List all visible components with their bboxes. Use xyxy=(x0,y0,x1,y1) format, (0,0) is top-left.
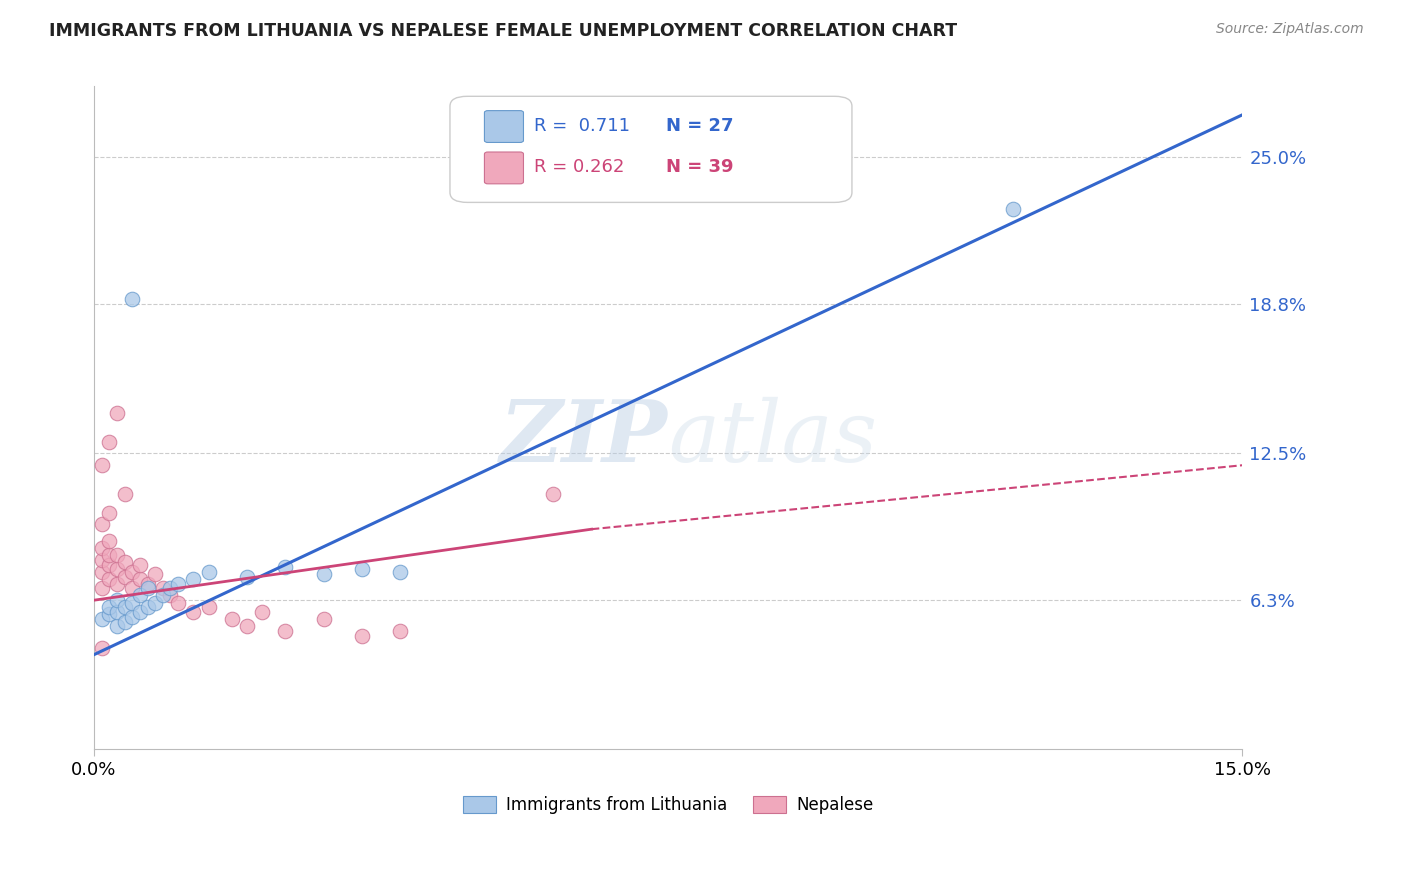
Point xyxy=(98,600,121,615)
Point xyxy=(98,607,121,622)
Point xyxy=(312,567,335,582)
Point xyxy=(236,619,259,633)
Point xyxy=(105,406,128,420)
Text: ZIP: ZIP xyxy=(501,396,668,480)
Point xyxy=(274,560,297,574)
Point xyxy=(114,569,136,583)
Point xyxy=(389,565,412,579)
Point xyxy=(90,517,112,532)
Text: atlas: atlas xyxy=(668,396,877,479)
Point xyxy=(159,589,181,603)
Point xyxy=(252,605,274,619)
Point xyxy=(274,624,297,638)
Point xyxy=(98,434,121,449)
Point xyxy=(114,486,136,500)
Point xyxy=(90,541,112,555)
Point xyxy=(143,596,166,610)
Point xyxy=(543,486,565,500)
Point xyxy=(114,615,136,629)
Point xyxy=(121,293,143,307)
Point xyxy=(114,600,136,615)
Point xyxy=(128,558,150,572)
Point xyxy=(128,572,150,586)
Point xyxy=(105,619,128,633)
Point xyxy=(121,609,143,624)
Point xyxy=(167,576,190,591)
Text: N = 39: N = 39 xyxy=(666,158,734,177)
Point xyxy=(128,605,150,619)
Point xyxy=(152,589,174,603)
Point xyxy=(221,612,243,626)
Text: R =  0.711: R = 0.711 xyxy=(534,117,630,135)
Point xyxy=(183,572,205,586)
Text: R = 0.262: R = 0.262 xyxy=(534,158,624,177)
Point xyxy=(152,582,174,596)
Point xyxy=(121,596,143,610)
FancyBboxPatch shape xyxy=(485,152,523,184)
Point xyxy=(98,534,121,549)
Point xyxy=(197,600,219,615)
FancyBboxPatch shape xyxy=(450,96,852,202)
Point xyxy=(136,576,159,591)
Point xyxy=(183,605,205,619)
Point xyxy=(236,569,259,583)
Point xyxy=(350,562,373,576)
Point xyxy=(98,506,121,520)
Point xyxy=(159,582,181,596)
Point xyxy=(136,600,159,615)
Point xyxy=(1001,202,1024,217)
Point xyxy=(136,582,159,596)
Point xyxy=(90,565,112,579)
Point xyxy=(105,562,128,576)
Point xyxy=(350,629,373,643)
Text: Source: ZipAtlas.com: Source: ZipAtlas.com xyxy=(1216,22,1364,37)
Legend: Immigrants from Lithuania, Nepalese: Immigrants from Lithuania, Nepalese xyxy=(457,789,880,821)
Point xyxy=(121,582,143,596)
Point xyxy=(128,589,150,603)
Point xyxy=(98,572,121,586)
Point xyxy=(114,555,136,569)
Point xyxy=(105,605,128,619)
Point xyxy=(90,458,112,473)
Point xyxy=(143,567,166,582)
FancyBboxPatch shape xyxy=(485,111,523,143)
Point xyxy=(90,553,112,567)
Point xyxy=(105,576,128,591)
Text: N = 27: N = 27 xyxy=(666,117,734,135)
Point xyxy=(90,612,112,626)
Point xyxy=(90,640,112,655)
Point xyxy=(389,624,412,638)
Point xyxy=(312,612,335,626)
Text: IMMIGRANTS FROM LITHUANIA VS NEPALESE FEMALE UNEMPLOYMENT CORRELATION CHART: IMMIGRANTS FROM LITHUANIA VS NEPALESE FE… xyxy=(49,22,957,40)
Point xyxy=(105,548,128,562)
Point xyxy=(98,558,121,572)
Point xyxy=(167,596,190,610)
Point xyxy=(105,593,128,607)
Point xyxy=(98,548,121,562)
Point xyxy=(197,565,219,579)
Point xyxy=(90,582,112,596)
Point xyxy=(121,565,143,579)
